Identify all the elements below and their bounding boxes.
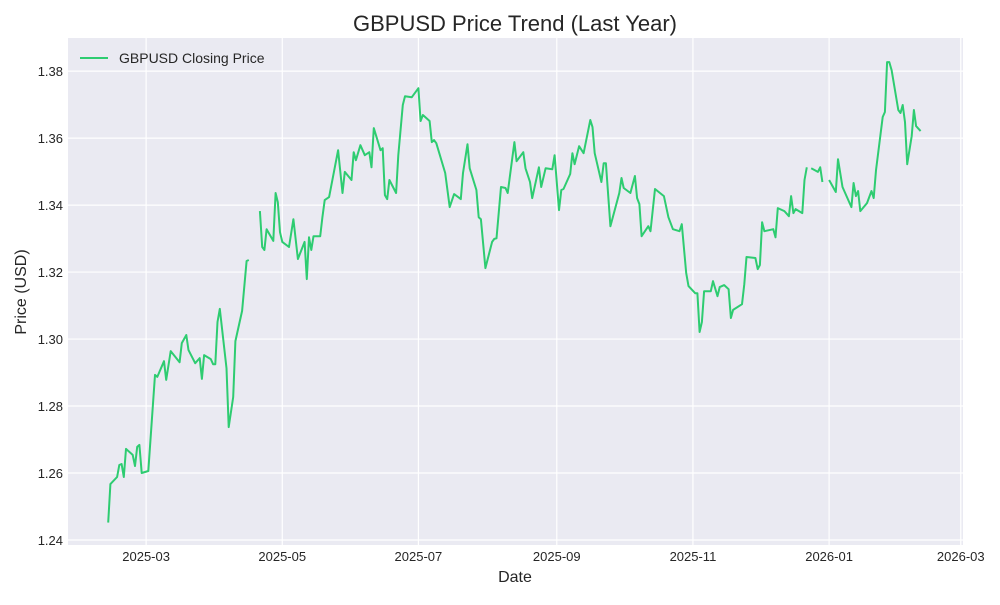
x-tick-label: 2025-09 xyxy=(533,549,581,564)
y-tick-label: 1.24 xyxy=(38,533,63,548)
y-tick-label: 1.32 xyxy=(38,265,63,280)
legend-label: GBPUSD Closing Price xyxy=(119,50,265,66)
x-tick-labels: 2025-03 2025-05 2025-07 2025-09 2025-11 2026-… xyxy=(122,549,984,564)
y-tick-label: 1.30 xyxy=(38,332,63,347)
grid-lines xyxy=(68,38,963,545)
x-tick-label: 2025-03 xyxy=(122,549,170,564)
x-tick-label: 2026-03 xyxy=(937,549,985,564)
x-tick-label: 2025-11 xyxy=(670,549,717,564)
y-tick-label: 1.34 xyxy=(38,198,63,213)
series-lines xyxy=(107,61,922,523)
y-tick-label: 1.28 xyxy=(38,399,63,414)
legend: GBPUSD Closing Price xyxy=(80,50,265,66)
chart-title: GBPUSD Price Trend (Last Year) xyxy=(353,11,677,36)
x-tick-label: 2025-07 xyxy=(395,549,443,564)
y-tick-label: 1.38 xyxy=(38,64,63,79)
y-axis-label: Price (USD) xyxy=(13,249,30,334)
y-tick-label: 1.36 xyxy=(38,131,63,146)
series-line xyxy=(107,61,922,523)
x-tick-label: 2025-05 xyxy=(258,549,306,564)
y-tick-label: 1.26 xyxy=(38,466,63,481)
plot-background xyxy=(68,38,963,545)
x-axis-label: Date xyxy=(498,569,532,586)
y-tick-labels: 1.24 1.26 1.28 1.30 1.32 1.34 1.36 1.38 xyxy=(38,64,63,548)
x-tick-label: 2026-01 xyxy=(805,549,853,564)
